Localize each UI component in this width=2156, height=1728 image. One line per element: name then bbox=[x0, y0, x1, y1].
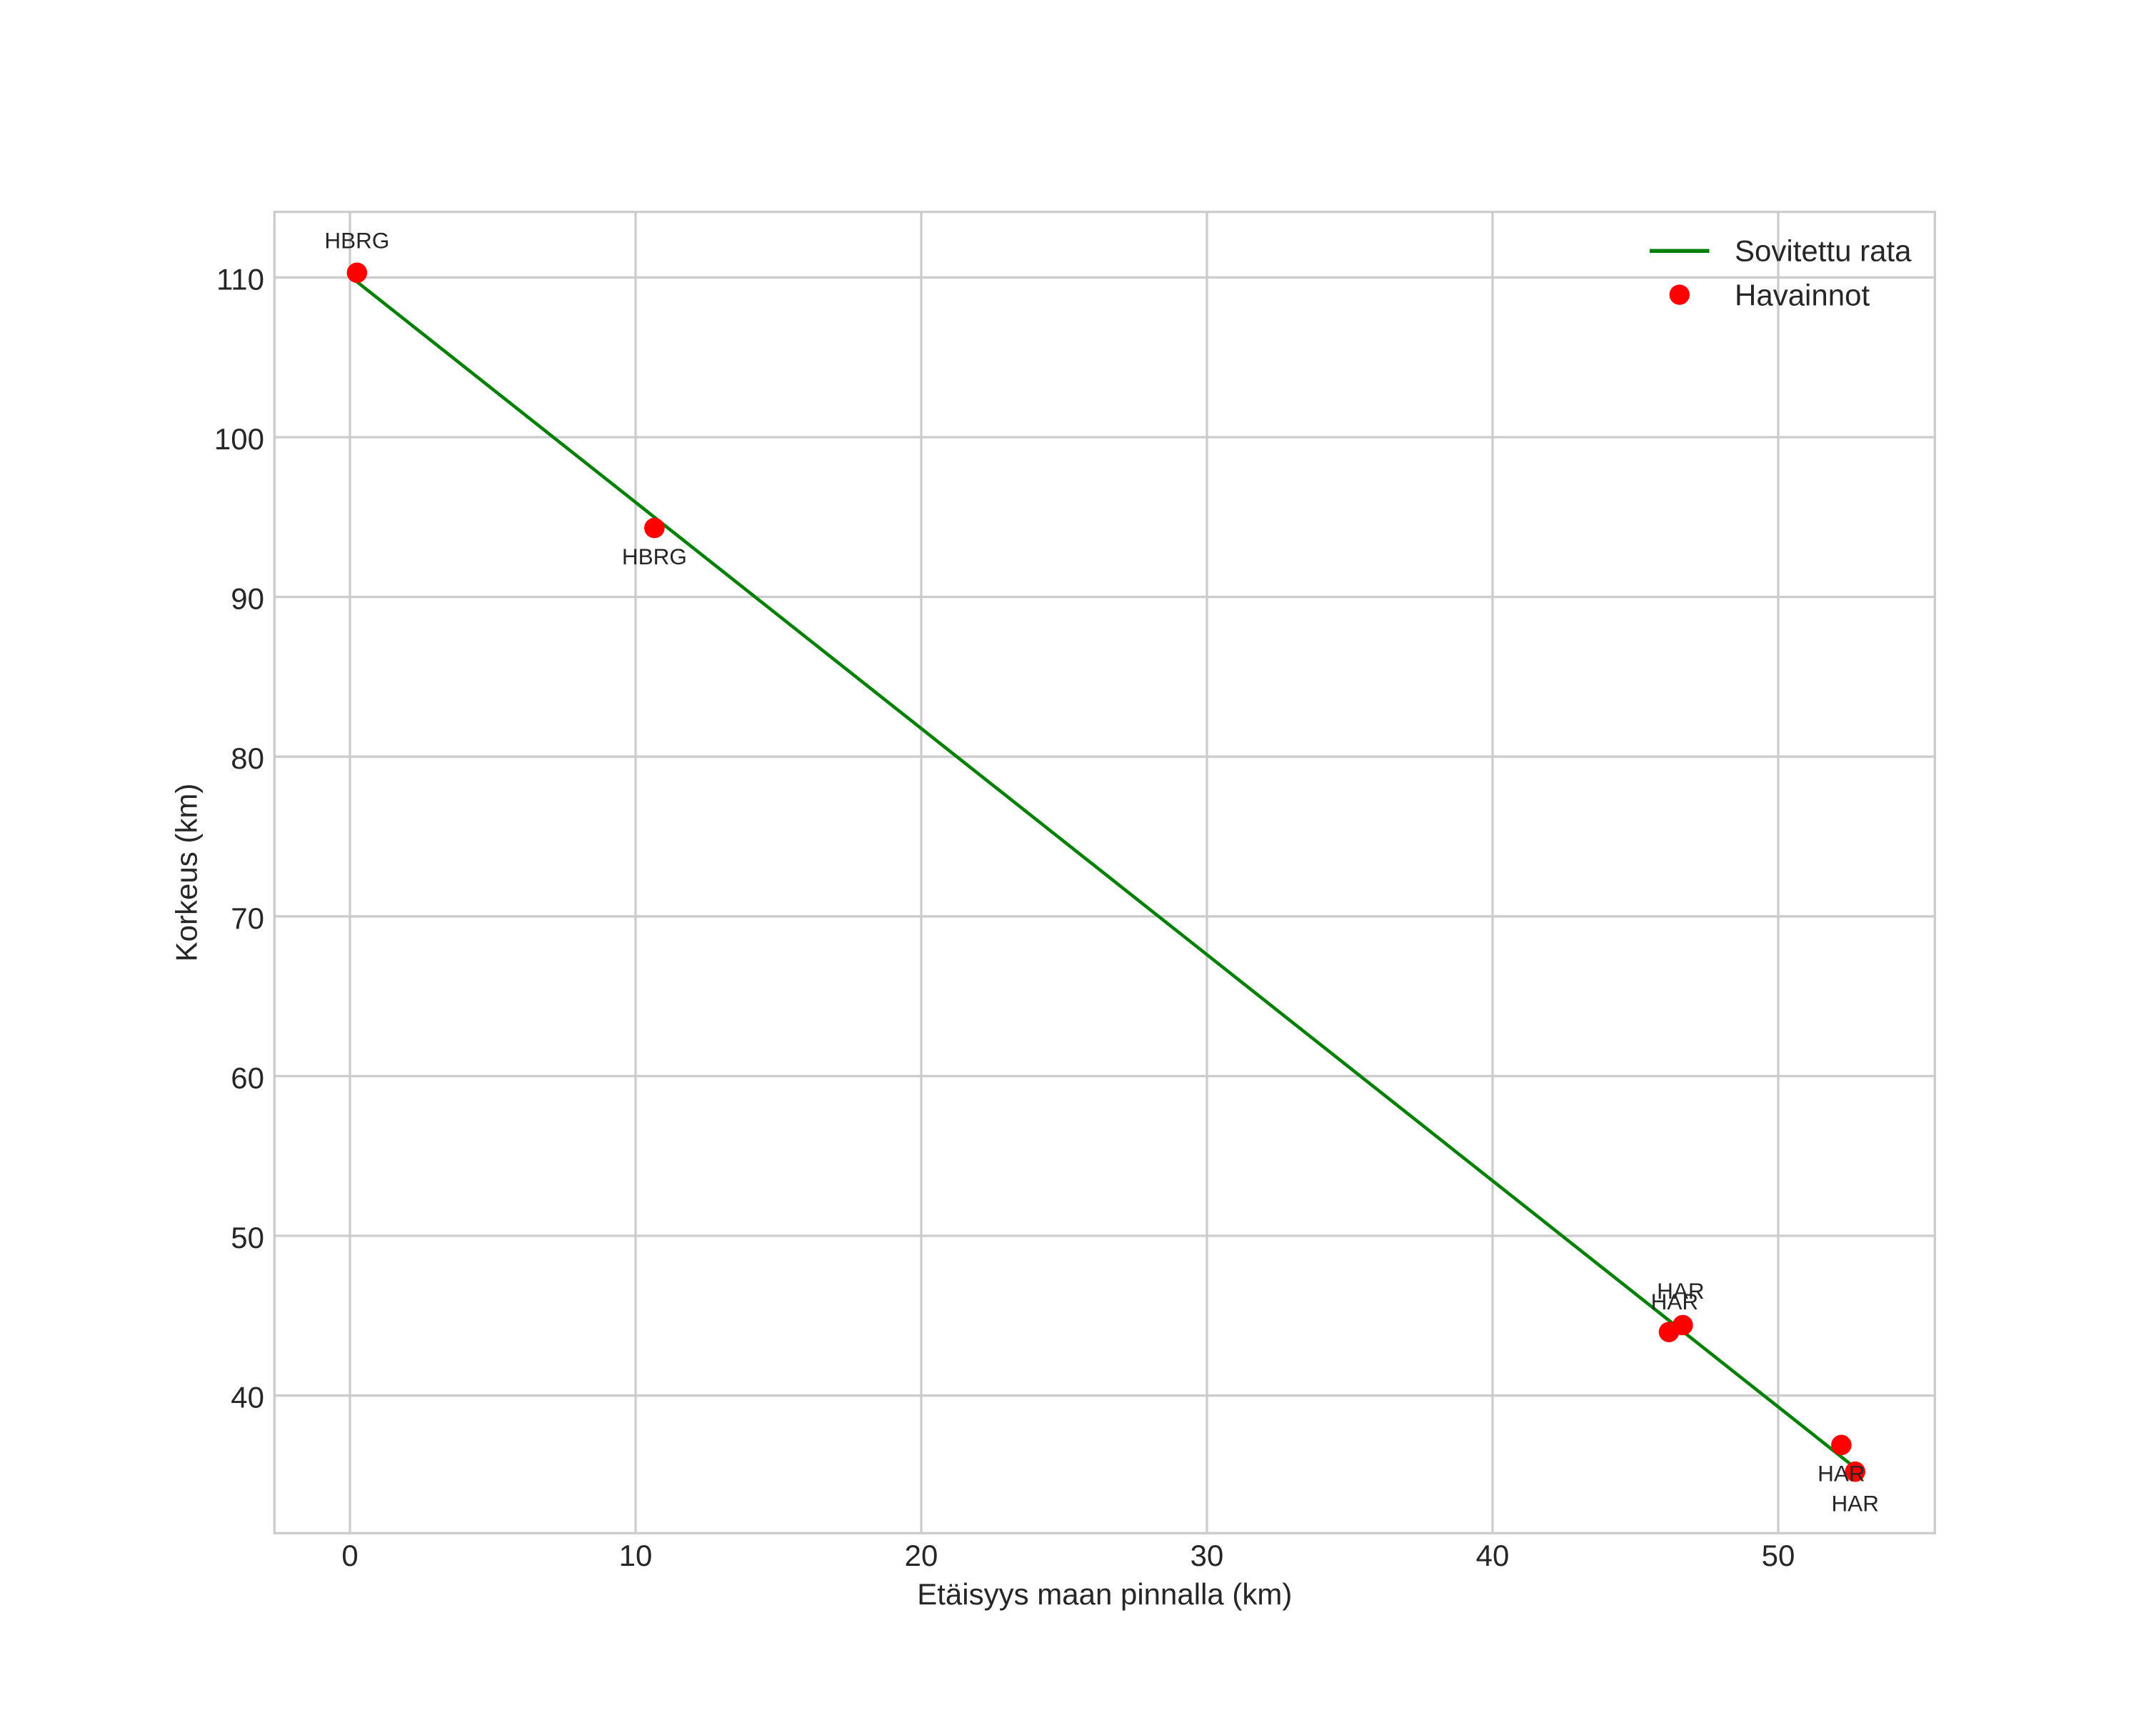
svg-text:50: 50 bbox=[231, 1221, 264, 1254]
svg-text:60: 60 bbox=[231, 1061, 264, 1094]
svg-text:40: 40 bbox=[231, 1381, 264, 1414]
svg-text:0: 0 bbox=[341, 1539, 358, 1572]
svg-text:50: 50 bbox=[1762, 1539, 1795, 1572]
svg-text:30: 30 bbox=[1190, 1539, 1224, 1572]
svg-text:Korkeus (km): Korkeus (km) bbox=[170, 784, 204, 962]
svg-text:90: 90 bbox=[231, 582, 264, 616]
svg-text:HAR: HAR bbox=[1651, 1289, 1699, 1314]
svg-text:Havainnot: Havainnot bbox=[1735, 279, 1870, 312]
svg-text:Sovitettu rata: Sovitettu rata bbox=[1735, 234, 1912, 268]
svg-text:HAR: HAR bbox=[1817, 1460, 1865, 1486]
svg-text:HAR: HAR bbox=[1657, 1278, 1705, 1304]
svg-text:10: 10 bbox=[619, 1539, 653, 1572]
svg-text:Etäisyys maan pinnalla (km): Etäisyys maan pinnalla (km) bbox=[917, 1577, 1292, 1611]
svg-text:100: 100 bbox=[214, 422, 264, 456]
svg-text:HBRG: HBRG bbox=[324, 227, 389, 253]
svg-text:HBRG: HBRG bbox=[622, 544, 687, 569]
svg-text:80: 80 bbox=[231, 741, 264, 775]
svg-text:40: 40 bbox=[1476, 1539, 1510, 1572]
svg-text:20: 20 bbox=[905, 1539, 938, 1572]
svg-text:70: 70 bbox=[231, 902, 264, 935]
svg-text:110: 110 bbox=[216, 262, 264, 296]
svg-text:HAR: HAR bbox=[1831, 1491, 1879, 1517]
